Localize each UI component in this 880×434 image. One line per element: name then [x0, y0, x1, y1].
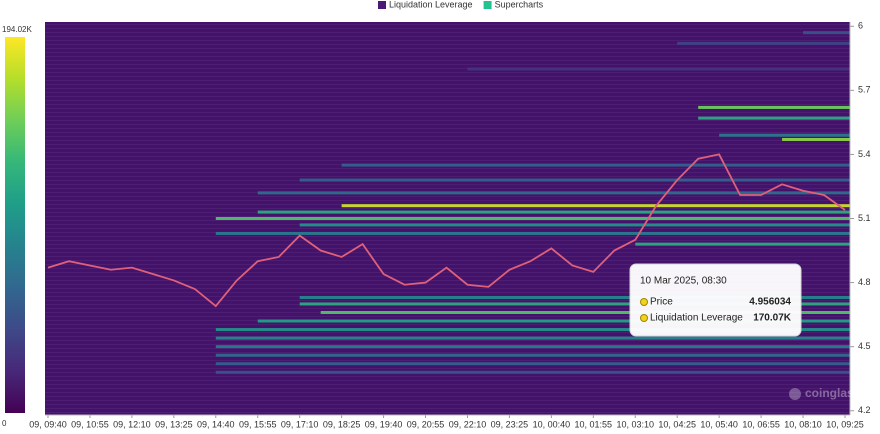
x-tick-label: 09, 14:40 — [197, 419, 235, 429]
colorbar — [5, 37, 25, 413]
y-tick-label: 4.2 — [858, 405, 871, 415]
x-tick-label: 10, 04:25 — [658, 419, 696, 429]
y-tick-label: 4.8 — [858, 277, 871, 287]
legend-label: Supercharts — [495, 0, 544, 9]
colorbar-label: 194.02K — [2, 25, 32, 34]
liquidation-level — [299, 178, 850, 182]
x-tick-label: 09, 13:25 — [155, 419, 193, 429]
watermark: coinglass — [805, 386, 861, 400]
liquidation-level — [215, 362, 850, 366]
x-tick-label: 09, 15:55 — [239, 419, 277, 429]
liquidation-level — [341, 163, 850, 167]
x-tick-label: 10, 05:40 — [700, 419, 738, 429]
tooltip: 10 Mar 2025, 08:30 Price 4.956034 Liquidati… — [629, 263, 802, 337]
liquidation-level — [215, 217, 850, 220]
liquidation-level — [719, 133, 850, 137]
legend-label: Liquidation Leverage — [389, 0, 473, 9]
watermark-logo — [789, 388, 801, 400]
liquidation-level — [215, 328, 850, 332]
tooltip-title: 10 Mar 2025, 08:30 — [640, 276, 727, 287]
x-tick-label: 09, 17:10 — [281, 419, 319, 429]
liquidation-level — [467, 67, 850, 71]
y-tick-label: 5.1 — [858, 213, 871, 223]
x-tick-label: 09, 20:55 — [407, 419, 445, 429]
liquidation-level — [215, 231, 850, 235]
liquidation-level — [215, 336, 850, 340]
tooltip-dot — [640, 314, 648, 322]
x-tick-label: 10, 09:25 — [826, 419, 864, 429]
x-tick-label: 09, 23:25 — [491, 419, 529, 429]
liquidation-level — [782, 137, 850, 141]
liquidation-level — [320, 310, 850, 314]
liquidation-level — [803, 31, 850, 35]
liquidation-level — [257, 191, 851, 195]
price-line — [47, 153, 846, 308]
y-tick-label: 5.7 — [858, 85, 871, 95]
liquidation-level — [698, 105, 850, 109]
tooltip-value: 4.956034 — [749, 297, 791, 308]
liquidation-level — [698, 116, 850, 120]
tooltip-value: 170.07K — [753, 313, 792, 324]
x-tick-label: 09, 09:40 — [29, 419, 67, 429]
y-tick-label: 4.5 — [858, 341, 871, 351]
liquidation-level — [257, 210, 851, 214]
liquidation-level — [635, 242, 850, 246]
x-tick-label: 10, 08:10 — [784, 419, 822, 429]
tooltip-dot — [640, 298, 648, 306]
liquidation-level — [299, 302, 850, 306]
tooltip-box — [629, 263, 802, 337]
liquidation-level — [299, 223, 850, 227]
liquidation-level — [215, 353, 850, 357]
liquidation-level — [215, 345, 850, 349]
x-tick-label: 10, 06:55 — [742, 419, 780, 429]
tooltip-label: Liquidation Leverage — [650, 313, 743, 324]
liquidation-level — [341, 204, 850, 208]
x-tick-label: 09, 18:25 — [323, 419, 361, 429]
tooltip-label: Price — [650, 297, 673, 308]
colorbar-label: 0 — [2, 419, 7, 428]
x-tick-label: 10, 01:55 — [575, 419, 613, 429]
x-tick-label: 10, 03:10 — [616, 419, 654, 429]
y-tick-label: 6 — [858, 21, 863, 31]
legend-swatch — [378, 1, 386, 9]
x-tick-label: 10, 00:40 — [533, 419, 571, 429]
legend-swatch — [483, 1, 492, 9]
x-tick-label: 09, 10:55 — [71, 419, 109, 429]
y-tick-label: 5.4 — [858, 149, 871, 159]
x-tick-label: 09, 22:10 — [449, 419, 487, 429]
liquidation-level — [677, 41, 850, 45]
liquidation-level — [215, 370, 850, 374]
liquidation-level — [299, 296, 850, 300]
x-tick-label: 09, 12:10 — [113, 419, 151, 429]
x-tick-label: 09, 19:40 — [365, 419, 403, 429]
liquidation-level — [257, 319, 851, 323]
